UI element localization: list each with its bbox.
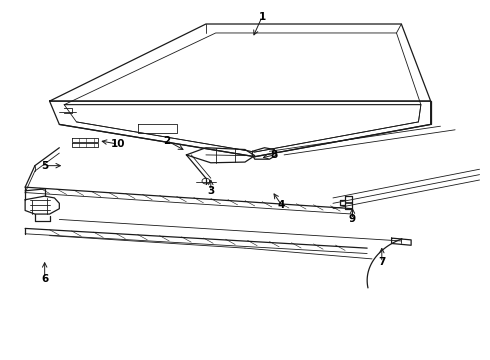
Text: 8: 8 — [270, 150, 278, 160]
Text: 3: 3 — [207, 186, 215, 196]
Text: 10: 10 — [111, 139, 125, 149]
Text: 9: 9 — [349, 215, 356, 224]
Text: 1: 1 — [259, 12, 266, 22]
Text: 6: 6 — [41, 274, 49, 284]
Text: 7: 7 — [378, 257, 386, 267]
Text: 4: 4 — [278, 200, 285, 210]
Text: 5: 5 — [41, 161, 49, 171]
Text: 2: 2 — [163, 136, 171, 145]
